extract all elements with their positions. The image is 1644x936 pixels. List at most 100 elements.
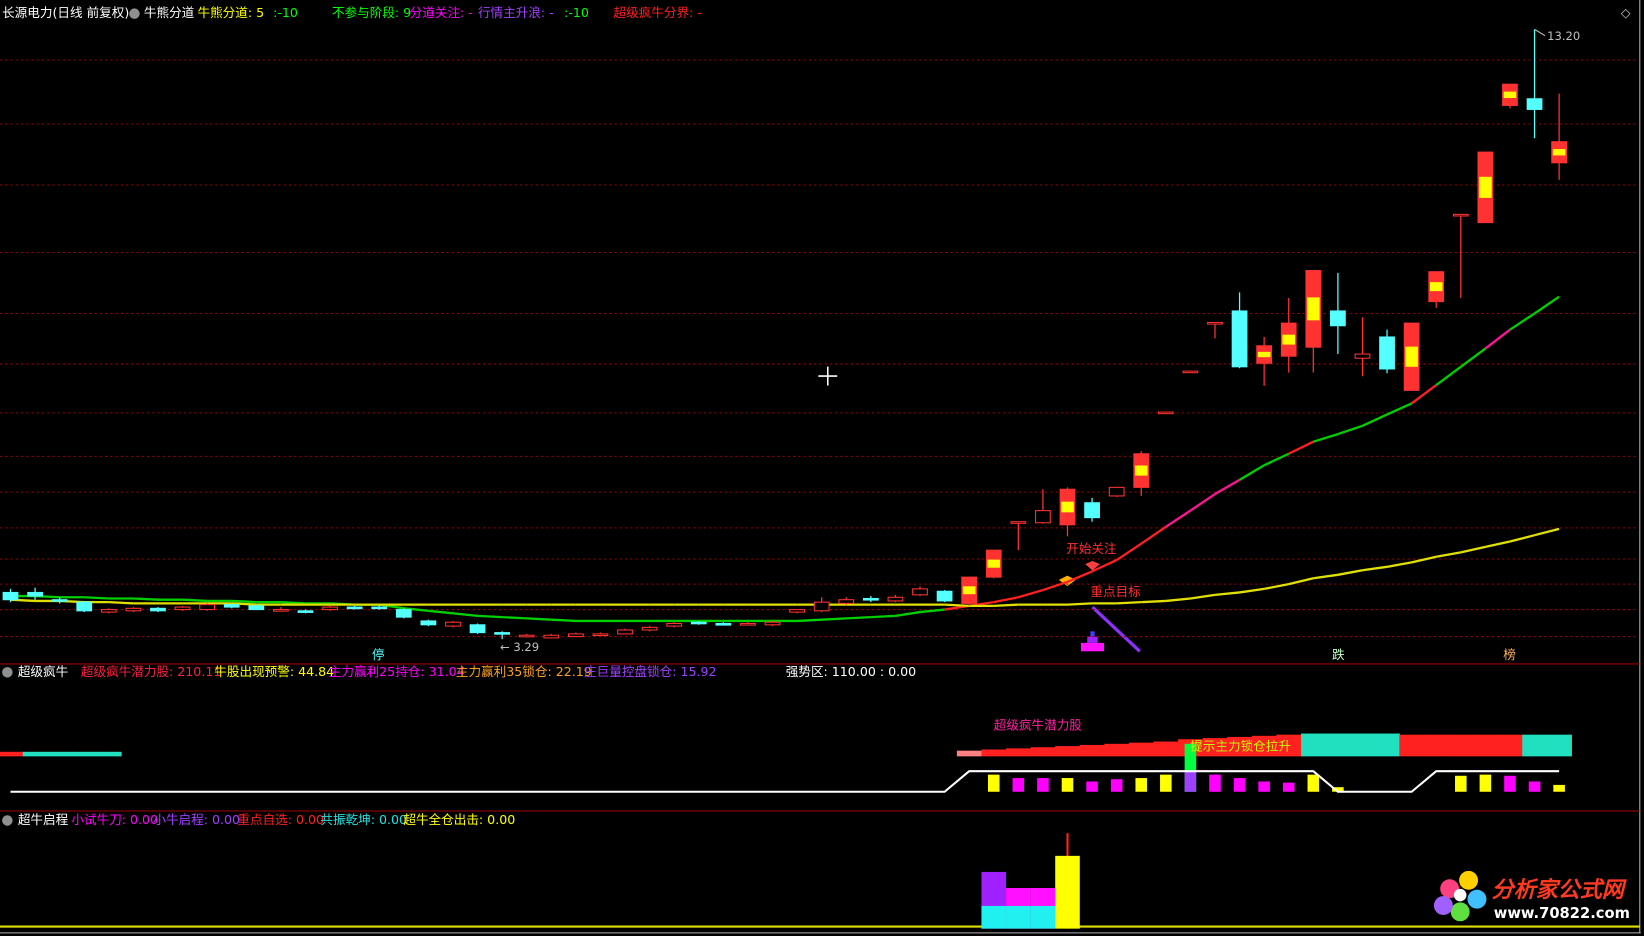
bar	[1528, 781, 1541, 792]
indicator-line	[1214, 478, 1241, 496]
high-label: 13.20	[1547, 29, 1580, 43]
bar	[1479, 774, 1492, 792]
indicator-line	[1140, 525, 1167, 545]
band-bar	[1546, 734, 1572, 757]
band-bar	[1276, 734, 1302, 757]
indicator-line	[280, 600, 306, 605]
corner-icon[interactable]: ◇	[1621, 5, 1631, 20]
annotation: 开始关注	[1066, 541, 1117, 556]
header-item: 超级疯牛分界: -	[613, 5, 701, 20]
annotation: 跌	[1332, 647, 1345, 662]
candle-body	[494, 632, 511, 635]
candle-body	[592, 633, 609, 637]
candle-body	[420, 620, 437, 626]
band-bar	[956, 750, 982, 757]
watermark-logo	[1433, 870, 1487, 922]
indicator-line	[477, 614, 503, 619]
indicator-line	[1312, 432, 1339, 443]
candle-body	[51, 599, 68, 602]
indicator-icon[interactable]	[129, 8, 140, 19]
bar	[987, 774, 1000, 792]
indicator-line	[1288, 577, 1314, 586]
indicator-line	[1460, 347, 1487, 368]
candle-body	[125, 607, 142, 612]
bar	[1504, 775, 1516, 792]
indicator-icon[interactable]	[2, 667, 13, 678]
indicator-line	[1091, 559, 1118, 573]
candle-stripe	[1307, 297, 1320, 321]
bar	[1055, 855, 1080, 929]
indicator-line	[993, 603, 1019, 608]
indicator-line	[1337, 424, 1363, 436]
indicator-name: 牛熊分道	[144, 5, 195, 20]
candle-body	[1084, 502, 1100, 519]
candle-body	[641, 626, 658, 631]
bar	[1110, 779, 1123, 792]
candle-stripe	[1134, 465, 1148, 476]
legend-item: 小试牛刀: 0.00	[71, 812, 158, 827]
high-pointer	[1534, 28, 1546, 37]
band-bar	[1374, 733, 1400, 757]
annotation: 提示主力锁仓拉升	[1190, 738, 1291, 753]
bar	[1184, 771, 1197, 792]
indicator-line	[895, 610, 921, 617]
indicator-line	[133, 597, 159, 601]
legend-item: 主力赢利35锁仓: 22.19	[456, 664, 592, 679]
indicator-line	[1238, 464, 1265, 481]
indicator-line	[1067, 602, 1093, 606]
legend-item: 超级疯牛潜力股: 210.11	[81, 664, 221, 679]
legend-item: 牛股出现预警: 44.84	[214, 664, 334, 679]
candle-stripe	[1282, 334, 1296, 345]
band-bar	[1202, 738, 1228, 757]
band-bar	[1030, 747, 1056, 757]
bar	[1307, 774, 1320, 792]
header-item: :-10	[273, 5, 298, 20]
indicator-line	[403, 607, 429, 612]
bar	[1282, 782, 1295, 792]
header-item: 分道关注: -	[410, 5, 473, 20]
candle-body	[2, 591, 19, 601]
candle-body	[346, 606, 363, 610]
band-bar	[22, 751, 48, 757]
candle-body	[1108, 486, 1125, 497]
band-bar	[981, 749, 1007, 757]
legend-item: 超牛全仓出击: 0.00	[403, 812, 515, 827]
band-bar	[1227, 736, 1253, 757]
annotation: 停	[372, 647, 385, 662]
indicator-line	[1263, 452, 1290, 467]
candle-body	[1182, 370, 1199, 374]
candle-body	[813, 601, 830, 612]
candle-stripe	[987, 559, 1001, 568]
candle-body	[567, 633, 584, 638]
candle-stripe	[962, 586, 976, 595]
bar	[1553, 784, 1565, 792]
candle-body	[666, 622, 683, 627]
candle-body	[445, 621, 461, 627]
indicator-line	[1386, 402, 1413, 416]
candle-stripe	[1479, 176, 1492, 198]
indicator-line	[84, 596, 109, 600]
band-bar	[1128, 742, 1155, 757]
indicator-line	[452, 612, 478, 618]
candle-body	[1231, 310, 1248, 368]
indicator-line	[1460, 545, 1486, 554]
indicator-line	[1239, 587, 1265, 594]
band-bar	[47, 751, 73, 757]
indicator-line	[821, 617, 847, 621]
indicator-line	[1485, 540, 1511, 549]
candle-body	[199, 604, 216, 611]
candle-stripe	[1429, 282, 1443, 292]
candle-body	[789, 609, 805, 613]
band-bar	[1301, 733, 1327, 757]
bar	[1012, 778, 1025, 792]
indicator-line	[231, 602, 257, 606]
candle-body	[1452, 213, 1469, 217]
band-bar	[1497, 734, 1523, 757]
candle-stripe	[1552, 149, 1566, 156]
band-bar	[1423, 734, 1450, 757]
indicator-line	[108, 600, 134, 605]
indicator-icon[interactable]	[2, 815, 13, 826]
legend-item: 庄巨量控盘锁仓: 15.92	[584, 664, 716, 679]
bar	[1037, 778, 1049, 792]
